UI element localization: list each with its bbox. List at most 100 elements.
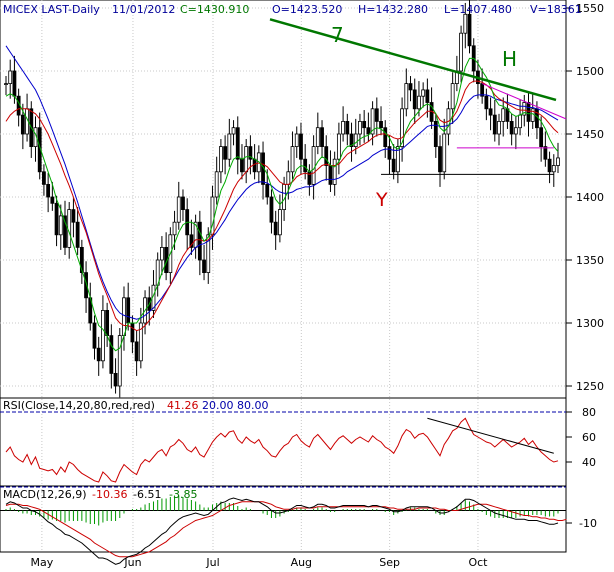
header-date: 11/01/2012 — [112, 3, 175, 16]
candle-body — [219, 146, 223, 173]
candle-body — [294, 133, 299, 147]
candle-body — [181, 196, 185, 210]
x-tick-label: Oct — [468, 556, 488, 569]
header-volume: V=18361 — [530, 3, 582, 16]
rsi-title: RSI(Close,14,20,80,red,red) — [3, 399, 155, 412]
candle-body — [4, 83, 8, 85]
candle-body — [421, 89, 426, 97]
ma-mid-line — [5, 80, 559, 332]
candle-body — [488, 108, 493, 116]
candle-body — [172, 221, 177, 236]
candle-body — [450, 83, 455, 110]
candle-body — [547, 158, 552, 173]
candle-body — [522, 102, 527, 116]
candle-body — [71, 209, 76, 223]
candle-body — [497, 121, 501, 135]
candle-body — [252, 158, 257, 173]
candle-body — [265, 183, 270, 198]
candle-body — [484, 95, 489, 110]
y-tick-label: 1350 — [576, 254, 604, 267]
candle-body — [425, 89, 430, 103]
rsi-value: 41.26 — [167, 399, 199, 412]
candle-body — [556, 157, 560, 166]
candle-body — [374, 108, 379, 122]
y-tick-label: 1450 — [576, 128, 604, 141]
candle-body — [408, 83, 413, 91]
candle-body — [176, 196, 181, 223]
x-tick-label: Jul — [205, 556, 219, 569]
candle-body — [75, 221, 80, 248]
y-tick-label: 1500 — [576, 65, 604, 78]
macd-title: MACD(12,26,9) — [3, 488, 87, 501]
candle-body — [543, 146, 548, 160]
candle-body — [130, 322, 135, 343]
candle-body — [526, 102, 531, 122]
rsi-trendline — [427, 417, 554, 454]
candle-body — [336, 133, 341, 160]
candle-body — [46, 183, 51, 198]
candle-body — [358, 121, 362, 135]
macd-v2: -6.51 — [133, 488, 161, 501]
candle-body — [513, 127, 518, 135]
header-low: L=1407.480 — [444, 3, 512, 16]
candle-body — [509, 121, 514, 135]
rsi-upper: 80.00 — [237, 399, 269, 412]
candle-body — [101, 309, 105, 362]
macd-series — [0, 495, 567, 565]
candle-body — [244, 146, 249, 173]
candle-body — [328, 165, 333, 185]
candle-body — [122, 297, 126, 336]
candle-body — [467, 13, 472, 47]
candle-body — [189, 234, 194, 248]
candle-body — [109, 335, 114, 374]
candle-body — [387, 146, 392, 160]
candle-body — [231, 127, 236, 135]
macd-v1: -10.36 — [92, 488, 127, 501]
candle-body — [105, 309, 110, 336]
candle-body — [12, 70, 17, 97]
candle-body — [459, 32, 463, 72]
candle-body — [539, 127, 544, 147]
candle-body — [223, 146, 228, 160]
candle-body — [404, 83, 409, 110]
x-tick-label: Sep — [379, 556, 400, 569]
candle-body — [58, 215, 63, 236]
candle-body — [433, 121, 438, 148]
candle-body — [197, 221, 202, 261]
moving-averages — [5, 45, 559, 352]
candle-body — [551, 165, 556, 173]
trend-label-7: 7 — [331, 23, 344, 47]
candle-body — [160, 246, 164, 261]
candle-body — [480, 83, 485, 97]
header-close: C=1430.910 — [180, 3, 249, 16]
candle-body — [202, 259, 206, 274]
candle-body — [341, 121, 345, 135]
candle-body — [227, 133, 232, 160]
candle-body — [96, 347, 101, 362]
macd-v3: -3.85 — [169, 488, 197, 501]
annotation-lines — [269, 18, 567, 175]
candle-body — [311, 146, 316, 185]
candle-body — [79, 246, 84, 273]
y-tick-label: 1250 — [576, 380, 604, 393]
header-symbol: MICEX LAST-Daily — [3, 3, 100, 16]
candle-body — [492, 114, 497, 135]
candle-body — [248, 146, 253, 160]
rsi-lower: 20.00 — [202, 399, 234, 412]
y-label: Y — [375, 189, 388, 211]
candle-body — [273, 221, 278, 236]
candle-body — [362, 121, 367, 129]
ma-fast-line — [5, 57, 559, 352]
candle-body — [299, 133, 303, 160]
h-label: H — [502, 47, 517, 71]
candle-body — [240, 158, 244, 173]
x-tick-label: Jun — [123, 556, 141, 569]
candle-body — [353, 133, 358, 147]
candle-body — [50, 196, 55, 204]
axis-labels: May Jun Jul Aug Sep Oct 1550 1500 1450 1400 1350 13… — [31, 2, 604, 569]
y-tick-label: 1400 — [576, 191, 604, 204]
candle-body — [134, 341, 139, 362]
macd-signal-line — [5, 501, 567, 558]
candle-body — [324, 146, 329, 166]
